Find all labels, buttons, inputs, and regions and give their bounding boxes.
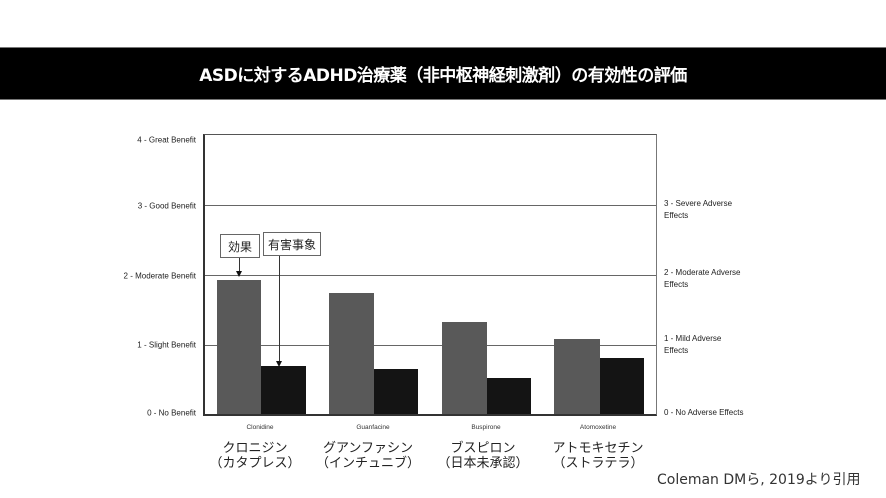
left-axis-label-0: 0 - No Benefit — [147, 408, 196, 418]
left-axis-label-1: 1 - Slight Benefit — [137, 340, 196, 350]
drug-name-ja-atomoxetine: アトモキセチン （ストラテラ） — [552, 441, 644, 471]
bar-buspirone-benefit — [442, 322, 487, 414]
x-label-buspirone: Buspirone — [471, 424, 501, 431]
gridline-1 — [205, 345, 656, 346]
left-axis-label-2: 2 - Moderate Benefit — [123, 271, 196, 281]
annotation-adverse: 有害事象 — [263, 232, 321, 256]
annotation-benefit: 効果 — [220, 234, 260, 258]
drug-name-ja-clonidine: クロニジン （カタプレス） — [209, 441, 301, 471]
bar-clonidine-adverse — [261, 366, 306, 414]
left-axis-label-4: 4 - Great Benefit — [137, 135, 196, 145]
bar-clonidine-benefit — [217, 280, 261, 414]
arrow-down-icon — [276, 361, 282, 367]
arrow-down-icon — [236, 271, 242, 277]
drug-name-ja-guanfacine: グアンファシン （インチュニブ） — [315, 441, 420, 471]
right-axis-label-3: 3 - Severe Adverse Effects — [664, 199, 733, 220]
x-label-atomoxetine: Atomoxetine — [579, 424, 617, 431]
title-bar: ASDに対するADHD治療薬（非中枢神経刺激剤）の有効性の評価 — [0, 47, 886, 100]
arrow-benefit-line — [239, 258, 240, 271]
drug-name-ja-buspirone: ブスピロン （日本未承認） — [437, 441, 529, 471]
gridline-3 — [205, 205, 656, 206]
bar-atomoxetine-adverse — [600, 358, 644, 414]
bar-guanfacine-adverse — [374, 369, 418, 414]
bar-atomoxetine-benefit — [554, 339, 600, 414]
bar-guanfacine-benefit — [329, 293, 374, 414]
left-axis-label-3: 3 - Good Benefit — [137, 201, 196, 211]
right-axis-label-0: 0 - No Adverse Effects — [664, 408, 744, 417]
x-label-guanfacine: Guanfacine — [356, 424, 390, 431]
gridline-2 — [205, 275, 656, 276]
bar-buspirone-adverse — [487, 378, 531, 414]
right-axis-label-1: 1 - Mild Adverse Effects — [664, 334, 722, 355]
arrow-adverse-line — [279, 256, 280, 361]
x-label-clonidine: Clonidine — [246, 424, 274, 431]
right-axis-label-2: 2 - Moderate Adverse Effects — [664, 268, 741, 289]
citation: Coleman DMら, 2019より引用 — [657, 472, 861, 488]
page-title: ASDに対するADHD治療薬（非中枢神経刺激剤）の有効性の評価 — [199, 66, 687, 86]
chart-plot-area — [203, 134, 657, 416]
